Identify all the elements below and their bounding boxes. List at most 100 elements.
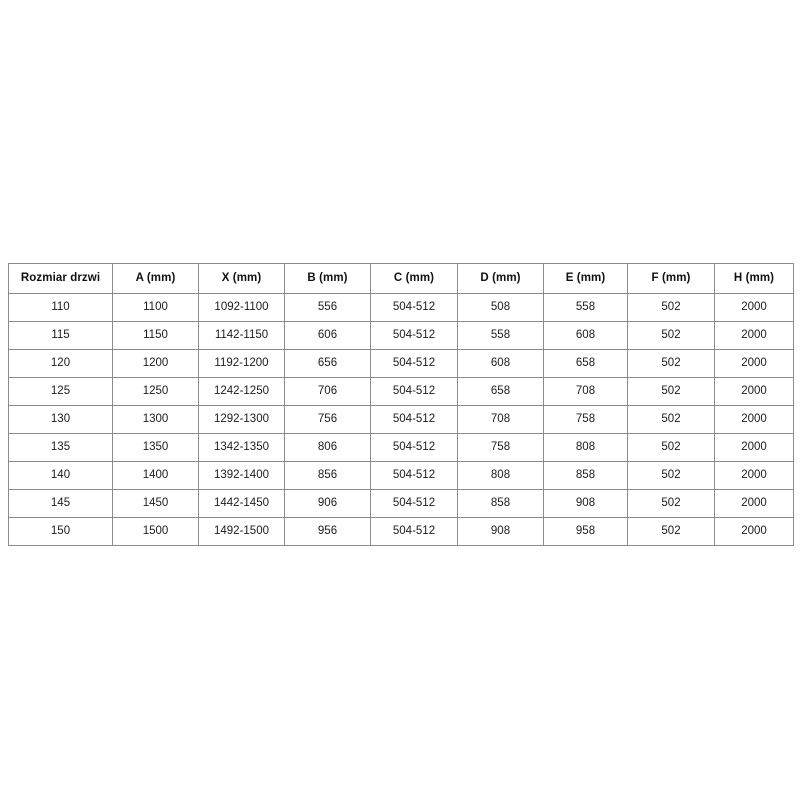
table-cell: 504-512 (370, 433, 458, 462)
table-cell: 906 (284, 489, 371, 518)
table-cell: 1442-1450 (198, 489, 285, 518)
table-cell: 2000 (714, 349, 794, 378)
table-cell: 658 (543, 349, 628, 378)
table-cell: 608 (543, 321, 628, 350)
table-cell: 502 (627, 405, 715, 434)
column-header: C (mm) (370, 263, 458, 294)
column-header: D (mm) (457, 263, 544, 294)
table-cell: 502 (627, 517, 715, 546)
table-cell: 1242-1250 (198, 377, 285, 406)
table-row: 120 1200 1192-1200 656 504-512 608 658 502 2000 (8, 349, 794, 378)
table-cell: 908 (543, 489, 628, 518)
column-header: Rozmiar drzwi (8, 263, 113, 294)
table-cell: 2000 (714, 405, 794, 434)
table-row: 115 1150 1142-1150 606 504-512 558 608 502 2000 (8, 321, 794, 350)
cell-door-size: 145 (8, 489, 113, 518)
door-size-specification-table: Rozmiar drzwi A (mm) X (mm) B (mm) C (mm) D (… (8, 263, 794, 546)
column-header: B (mm) (284, 263, 371, 294)
table-cell: 1092-1100 (198, 293, 285, 322)
table-cell: 1450 (112, 489, 199, 518)
table-cell: 2000 (714, 489, 794, 518)
table-cell: 502 (627, 349, 715, 378)
table-cell: 504-512 (370, 349, 458, 378)
table-row: 145 1450 1442-1450 906 504-512 858 908 502 2000 (8, 489, 794, 518)
table-row: 130 1300 1292-1300 756 504-512 708 758 502 2000 (8, 405, 794, 434)
spec-table-container: Rozmiar drzwi A (mm) X (mm) B (mm) C (mm) D (… (8, 263, 794, 546)
table-cell: 908 (457, 517, 544, 546)
table-cell: 658 (457, 377, 544, 406)
table-row: 110 1100 1092-1100 556 504-512 508 558 502 2000 (8, 293, 794, 322)
table-row: 150 1500 1492-1500 956 504-512 908 958 502 2000 (8, 517, 794, 546)
table-cell: 504-512 (370, 489, 458, 518)
table-cell: 504-512 (370, 461, 458, 490)
table-cell: 858 (457, 489, 544, 518)
table-cell: 502 (627, 433, 715, 462)
table-cell: 1192-1200 (198, 349, 285, 378)
table-cell: 1142-1150 (198, 321, 285, 350)
table-cell: 2000 (714, 517, 794, 546)
table-header-row: Rozmiar drzwi A (mm) X (mm) B (mm) C (mm) D (… (8, 263, 794, 294)
table-cell: 2000 (714, 433, 794, 462)
table-cell: 1150 (112, 321, 199, 350)
table-cell: 606 (284, 321, 371, 350)
table-cell: 1250 (112, 377, 199, 406)
table-cell: 808 (457, 461, 544, 490)
table-cell: 508 (457, 293, 544, 322)
table-cell: 504-512 (370, 377, 458, 406)
table-cell: 1492-1500 (198, 517, 285, 546)
table-cell: 502 (627, 377, 715, 406)
table-cell: 1200 (112, 349, 199, 378)
table-cell: 758 (543, 405, 628, 434)
table-cell: 558 (543, 293, 628, 322)
table-cell: 656 (284, 349, 371, 378)
column-header: X (mm) (198, 263, 285, 294)
table-cell: 1300 (112, 405, 199, 434)
table-cell: 858 (543, 461, 628, 490)
table-row: 135 1350 1342-1350 806 504-512 758 808 502 2000 (8, 433, 794, 462)
table-cell: 2000 (714, 321, 794, 350)
cell-door-size: 110 (8, 293, 113, 322)
table-cell: 502 (627, 293, 715, 322)
cell-door-size: 140 (8, 461, 113, 490)
table-cell: 2000 (714, 461, 794, 490)
cell-door-size: 130 (8, 405, 113, 434)
table-cell: 504-512 (370, 405, 458, 434)
table-cell: 808 (543, 433, 628, 462)
table-cell: 806 (284, 433, 371, 462)
table-cell: 608 (457, 349, 544, 378)
column-header: E (mm) (543, 263, 628, 294)
table-cell: 708 (457, 405, 544, 434)
table-cell: 2000 (714, 293, 794, 322)
table-cell: 1342-1350 (198, 433, 285, 462)
cell-door-size: 150 (8, 517, 113, 546)
table-cell: 956 (284, 517, 371, 546)
column-header: F (mm) (627, 263, 715, 294)
table-cell: 706 (284, 377, 371, 406)
table-cell: 502 (627, 321, 715, 350)
cell-door-size: 120 (8, 349, 113, 378)
table-cell: 1350 (112, 433, 199, 462)
table-cell: 1292-1300 (198, 405, 285, 434)
table-row: 140 1400 1392-1400 856 504-512 808 858 502 2000 (8, 461, 794, 490)
table-cell: 502 (627, 461, 715, 490)
table-cell: 1400 (112, 461, 199, 490)
column-header: H (mm) (714, 263, 794, 294)
table-cell: 502 (627, 489, 715, 518)
table-cell: 504-512 (370, 321, 458, 350)
cell-door-size: 125 (8, 377, 113, 406)
cell-door-size: 135 (8, 433, 113, 462)
table-cell: 504-512 (370, 293, 458, 322)
table-cell: 556 (284, 293, 371, 322)
table-cell: 558 (457, 321, 544, 350)
column-header: A (mm) (112, 263, 199, 294)
cell-door-size: 115 (8, 321, 113, 350)
table-cell: 2000 (714, 377, 794, 406)
table-cell: 756 (284, 405, 371, 434)
table-cell: 708 (543, 377, 628, 406)
table-cell: 958 (543, 517, 628, 546)
table-cell: 1100 (112, 293, 199, 322)
table-cell: 758 (457, 433, 544, 462)
table-header: Rozmiar drzwi A (mm) X (mm) B (mm) C (mm) D (… (8, 263, 794, 294)
table-body: 110 1100 1092-1100 556 504-512 508 558 502 2000 1… (8, 293, 794, 546)
